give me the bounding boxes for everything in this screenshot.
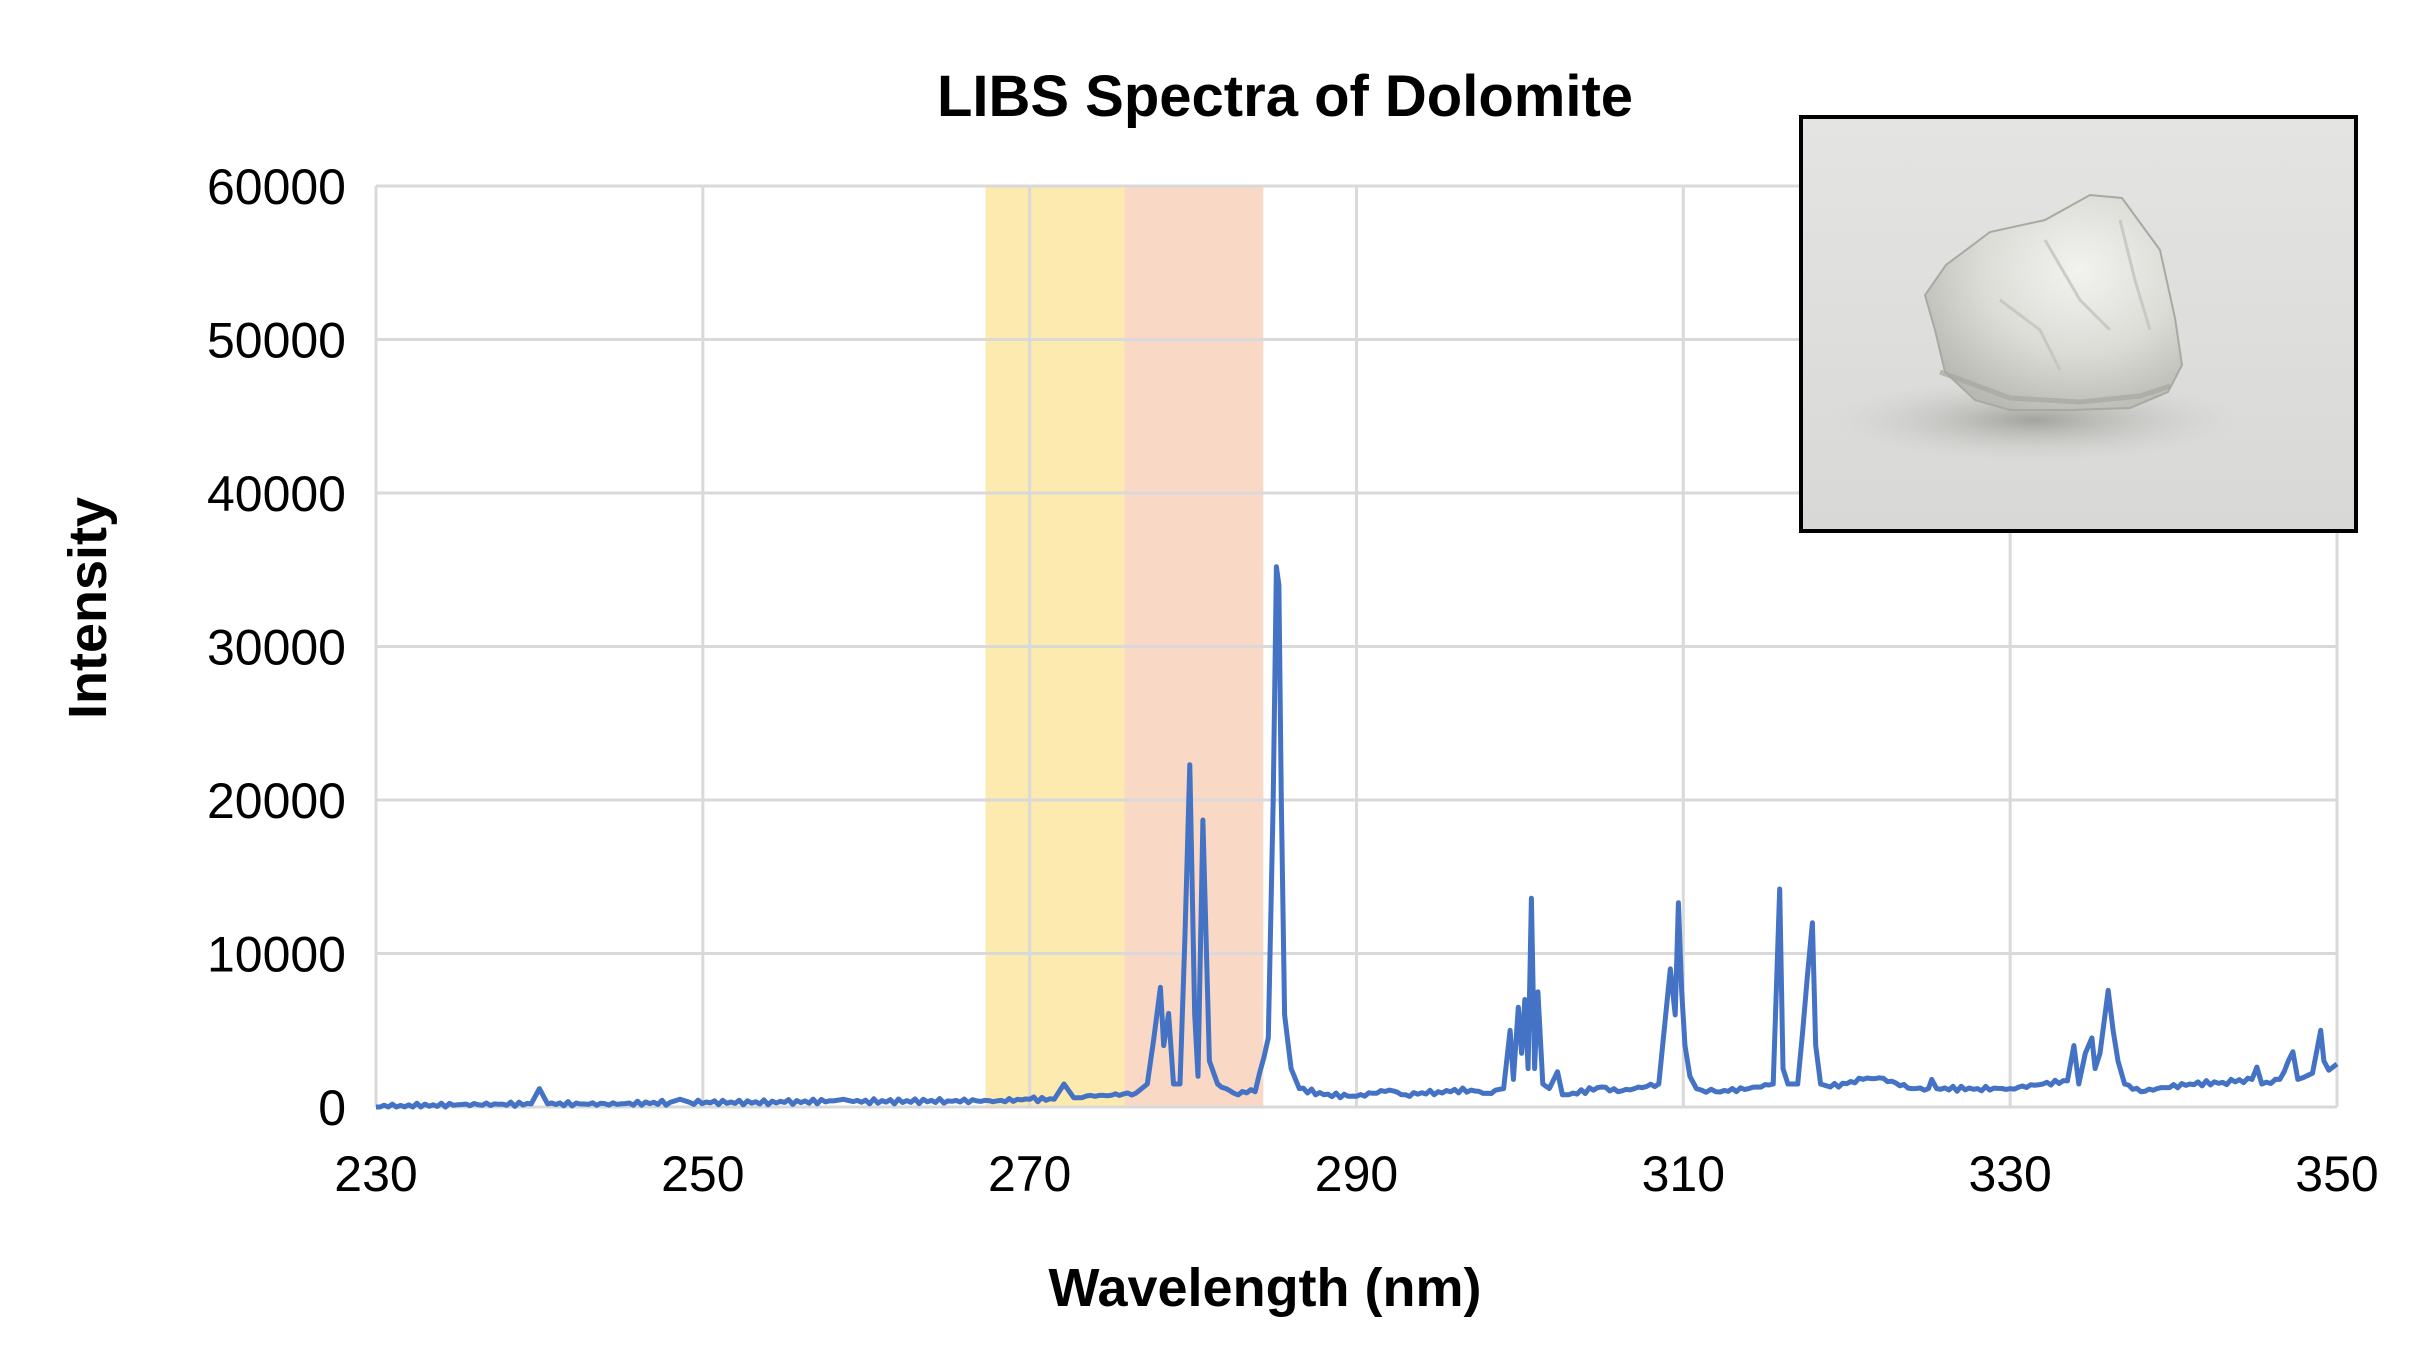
y-tick-label: 30000 [207,620,346,676]
x-tick-label: 290 [1315,1146,1398,1202]
x-tick-label: 250 [661,1146,744,1202]
x-tick-label: 230 [334,1146,417,1202]
y-tick-label: 20000 [207,773,346,829]
y-tick-label: 60000 [207,159,346,215]
y-tick-label: 10000 [207,927,346,983]
dolomite-rock-icon [1923,193,2184,411]
x-tick-label: 270 [988,1146,1071,1202]
inset-photo [1799,115,2358,533]
x-tick-label: 350 [2295,1146,2378,1202]
series-layer [376,564,2339,1110]
y-tick-labels: 0 10000 20000 30000 40000 50000 60000 [207,159,346,1136]
y-axis-label: Intensity [58,497,118,719]
inset-frame [1799,115,2358,533]
y-tick-label: 40000 [207,466,346,522]
y-tick-label: 50000 [207,313,346,369]
x-tick-label: 330 [1968,1146,2051,1202]
chart-title: LIBS Spectra of Dolomite [937,64,1633,129]
x-tick-label: 310 [1642,1146,1725,1202]
y-tick-label: 0 [318,1080,346,1136]
series-line-1 [376,564,2339,1110]
x-tick-labels: 230 250 270 290 310 330 350 [334,1146,2378,1202]
x-axis-label: Wavelength (nm) [1048,1258,1481,1318]
